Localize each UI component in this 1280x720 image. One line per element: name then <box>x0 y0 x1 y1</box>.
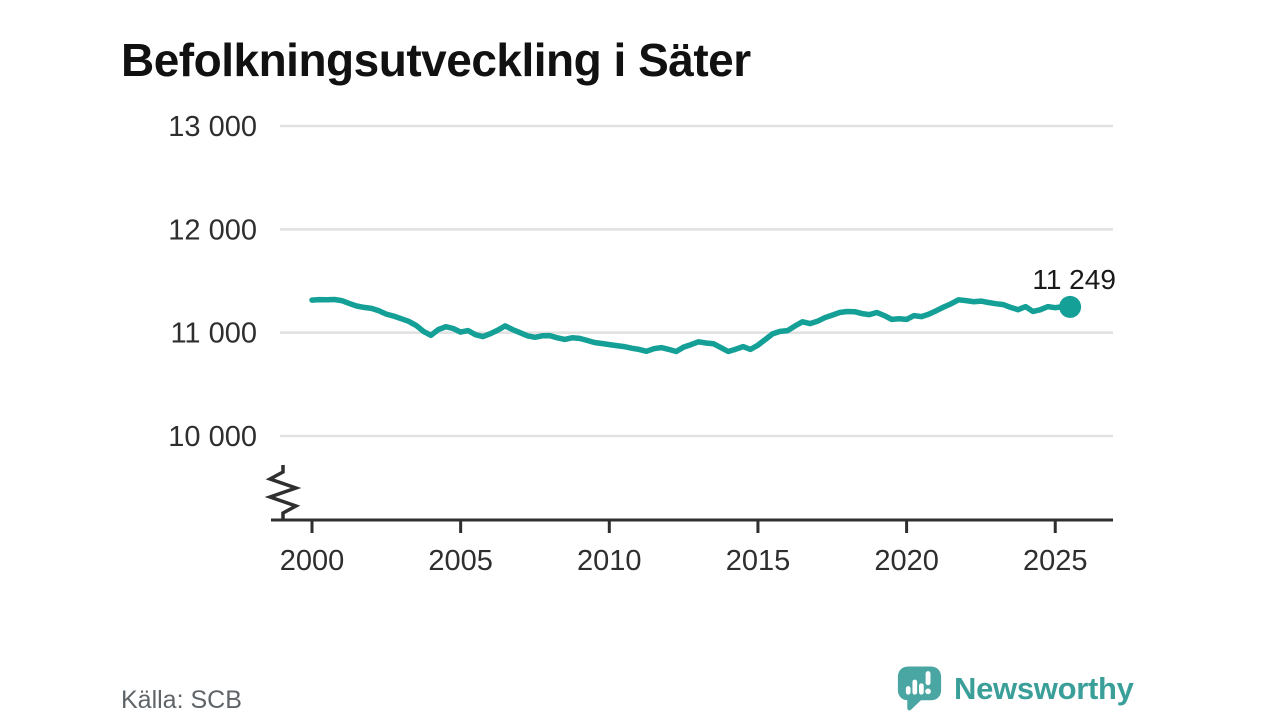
x-axis-tick-label: 2005 <box>428 545 493 577</box>
end-point-marker <box>1059 295 1082 318</box>
logo-exclamation-bar <box>925 671 931 686</box>
x-axis-tick-label: 2000 <box>280 545 345 577</box>
y-axis-tick-label: 10 000 <box>168 421 257 453</box>
y-axis-tick-label: 12 000 <box>168 214 257 246</box>
population-line <box>309 296 1073 355</box>
end-value-label: 11 249 <box>1032 264 1116 295</box>
source-attribution: Källa: SCB <box>121 686 242 714</box>
newsworthy-logo-icon <box>897 666 942 711</box>
logo-bar-2 <box>912 679 918 695</box>
x-axis-tick-label: 2025 <box>1023 545 1088 577</box>
x-axis-tick-label: 2010 <box>577 545 642 577</box>
logo-exclamation-dot <box>925 688 931 695</box>
brand-name: Newsworthy <box>954 671 1134 706</box>
population-chart: 13 000 12 000 11 000 10 000 2000 2005 2010 2015… <box>168 111 1116 577</box>
brand-footer: Newsworthy <box>896 663 1134 715</box>
x-axis-tick-label: 2020 <box>874 545 939 577</box>
y-axis-break-icon <box>264 465 302 520</box>
page-title: Befolkningsutveckling i Säter <box>121 33 751 86</box>
logo-bar-3 <box>919 683 924 695</box>
y-axis-tick-label: 13 000 <box>168 111 257 143</box>
logo-bar-1 <box>905 686 911 695</box>
y-axis-tick-label: 11 000 <box>170 318 257 350</box>
x-axis-tick-label: 2015 <box>726 545 791 577</box>
